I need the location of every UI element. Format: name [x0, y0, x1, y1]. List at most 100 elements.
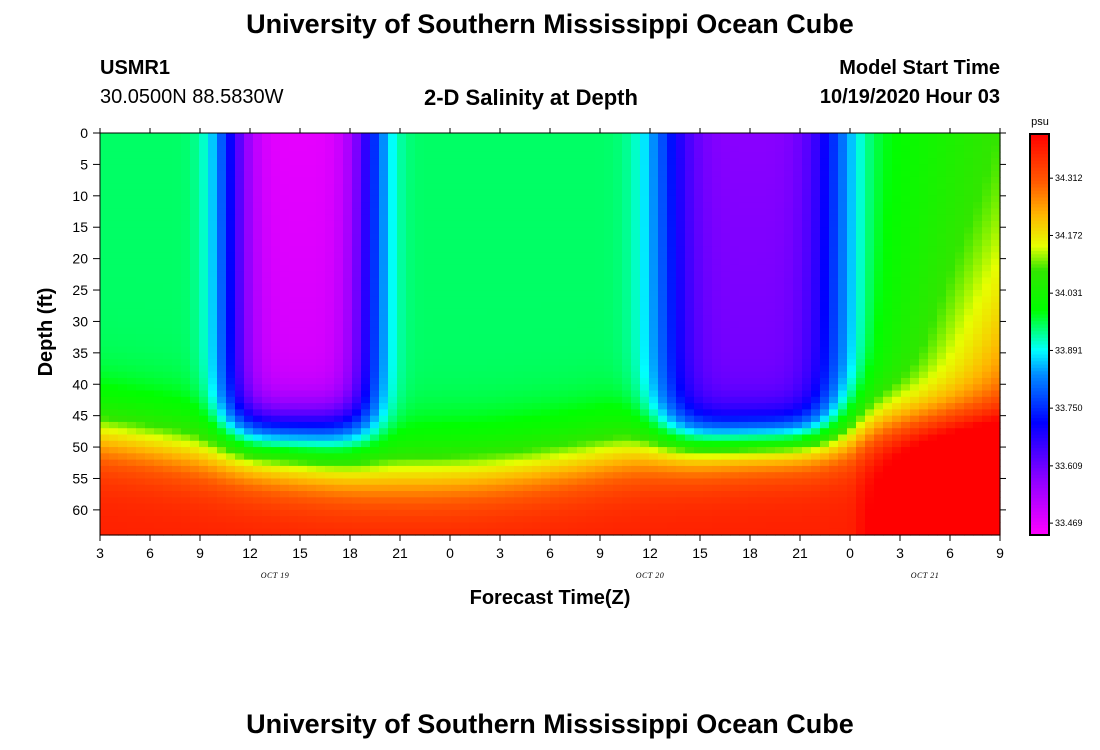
heatmap-cell	[721, 252, 731, 260]
heatmap-cell	[577, 459, 587, 467]
heatmap-cell	[442, 246, 452, 253]
heatmap-cell	[775, 522, 785, 530]
heatmap-cell	[415, 409, 425, 417]
heatmap-cell	[514, 158, 524, 166]
heatmap-cell	[370, 509, 380, 517]
heatmap-cell	[631, 321, 641, 329]
heatmap-cell	[370, 170, 380, 178]
heatmap-cell	[640, 170, 650, 178]
heatmap-cell	[307, 459, 317, 467]
heatmap-cell	[478, 290, 488, 297]
heatmap-cell	[406, 509, 416, 517]
heatmap-cell	[604, 384, 614, 392]
heatmap-cell	[289, 283, 299, 291]
heatmap-cell	[280, 503, 290, 511]
heatmap-cell	[379, 371, 389, 379]
heatmap-cell	[766, 258, 776, 266]
heatmap-cell	[289, 264, 299, 272]
heatmap-cell	[289, 390, 299, 398]
heatmap-cell	[163, 302, 173, 310]
heatmap-cell	[775, 239, 785, 247]
heatmap-cell	[649, 252, 659, 260]
heatmap-cell	[595, 170, 605, 178]
heatmap-cell	[271, 459, 281, 467]
heatmap-cell	[208, 296, 218, 304]
heatmap-cell	[514, 283, 524, 291]
heatmap-cell	[775, 252, 785, 260]
heatmap-cell	[262, 327, 272, 335]
heatmap-cell	[289, 158, 299, 166]
heatmap-cell	[478, 384, 488, 392]
heatmap-cell	[127, 264, 137, 272]
heatmap-cell	[370, 315, 380, 323]
heatmap-cell	[361, 277, 371, 285]
heatmap-cell	[478, 352, 488, 360]
heatmap-cell	[316, 246, 326, 253]
heatmap-cell	[199, 409, 209, 417]
heatmap-cell	[613, 239, 623, 247]
heatmap-cell	[235, 428, 245, 436]
heatmap-cell	[433, 202, 443, 209]
heatmap-cell	[514, 239, 524, 247]
heatmap-cell	[190, 202, 200, 209]
heatmap-cell	[496, 202, 506, 209]
heatmap-cell	[595, 359, 605, 367]
heatmap-cell	[667, 396, 677, 404]
heatmap-cell	[442, 227, 452, 235]
heatmap-cell	[622, 258, 632, 266]
heatmap-cell	[271, 271, 281, 279]
heatmap-cell	[253, 377, 263, 385]
heatmap-cell	[334, 396, 344, 404]
heatmap-cell	[505, 497, 515, 505]
heatmap-cell	[145, 447, 155, 454]
heatmap-cell	[739, 396, 749, 404]
heatmap-cell	[604, 246, 614, 253]
heatmap-cell	[208, 308, 218, 316]
heatmap-cell	[109, 233, 119, 241]
heatmap-cell	[424, 321, 434, 329]
heatmap-cell	[334, 246, 344, 253]
heatmap-cell	[145, 227, 155, 235]
heatmap-cell	[559, 465, 569, 473]
heatmap-cell	[685, 447, 695, 454]
heatmap-cell	[667, 365, 677, 373]
heatmap-cell	[667, 308, 677, 316]
heatmap-cell	[424, 497, 434, 505]
heatmap-cell	[298, 252, 308, 260]
heatmap-cell	[190, 271, 200, 279]
heatmap-cell	[136, 202, 146, 209]
heatmap-cell	[253, 528, 263, 536]
heatmap-cell	[253, 503, 263, 511]
heatmap-cell	[496, 290, 506, 297]
heatmap-cell	[379, 484, 389, 492]
heatmap-cell	[406, 440, 416, 448]
heatmap-cell	[559, 233, 569, 241]
heatmap-cell	[415, 340, 425, 348]
heatmap-cell	[667, 453, 677, 461]
heatmap-cell	[208, 409, 218, 417]
heatmap-cell	[451, 403, 461, 410]
heatmap-cell	[703, 271, 713, 279]
heatmap-cell	[694, 371, 704, 379]
heatmap-cell	[793, 478, 803, 486]
heatmap-cell	[190, 440, 200, 448]
heatmap-cell	[100, 239, 110, 247]
heatmap-cell	[388, 189, 398, 197]
heatmap-cell	[739, 465, 749, 473]
heatmap-cell	[217, 208, 227, 216]
heatmap-cell	[289, 472, 299, 480]
heatmap-cell	[343, 428, 353, 436]
heatmap-cell	[460, 371, 470, 379]
heatmap-cell	[271, 497, 281, 505]
heatmap-cell	[325, 415, 335, 423]
heatmap-cell	[253, 233, 263, 241]
heatmap-cell	[325, 409, 335, 417]
heatmap-cell	[523, 390, 533, 398]
heatmap-cell	[262, 246, 272, 253]
heatmap-cell	[514, 145, 524, 153]
heatmap-cell	[154, 459, 164, 467]
heatmap-cell	[469, 321, 479, 329]
heatmap-cell	[523, 227, 533, 235]
heatmap-cell	[712, 497, 722, 505]
heatmap-cell	[433, 403, 443, 410]
